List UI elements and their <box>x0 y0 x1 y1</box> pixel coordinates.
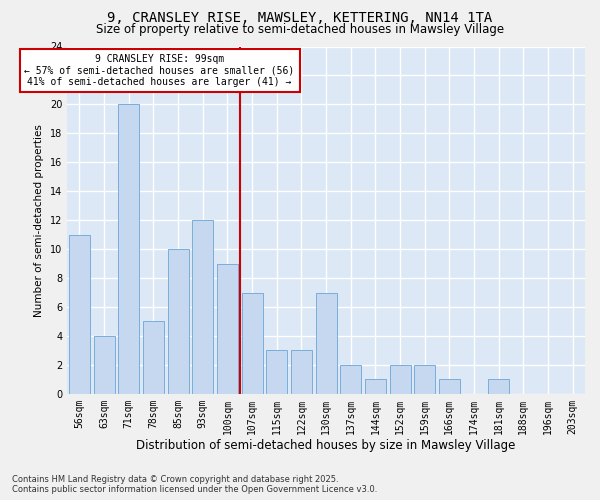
Bar <box>167 249 188 394</box>
Bar <box>94 336 115 394</box>
Bar <box>488 380 509 394</box>
Bar <box>242 292 263 394</box>
Bar <box>217 264 238 394</box>
Bar <box>316 292 337 394</box>
Bar <box>266 350 287 394</box>
Bar <box>389 365 410 394</box>
Bar <box>143 322 164 394</box>
Bar <box>365 380 386 394</box>
X-axis label: Distribution of semi-detached houses by size in Mawsley Village: Distribution of semi-detached houses by … <box>136 440 516 452</box>
Bar <box>69 234 90 394</box>
Bar <box>291 350 312 394</box>
Bar <box>340 365 361 394</box>
Bar <box>118 104 139 394</box>
Text: 9, CRANSLEY RISE, MAWSLEY, KETTERING, NN14 1TA: 9, CRANSLEY RISE, MAWSLEY, KETTERING, NN… <box>107 11 493 25</box>
Text: Contains HM Land Registry data © Crown copyright and database right 2025.
Contai: Contains HM Land Registry data © Crown c… <box>12 474 377 494</box>
Bar <box>192 220 213 394</box>
Text: Size of property relative to semi-detached houses in Mawsley Village: Size of property relative to semi-detach… <box>96 22 504 36</box>
Bar <box>439 380 460 394</box>
Bar <box>414 365 435 394</box>
Text: 9 CRANSLEY RISE: 99sqm
← 57% of semi-detached houses are smaller (56)
41% of sem: 9 CRANSLEY RISE: 99sqm ← 57% of semi-det… <box>25 54 295 87</box>
Y-axis label: Number of semi-detached properties: Number of semi-detached properties <box>34 124 44 316</box>
